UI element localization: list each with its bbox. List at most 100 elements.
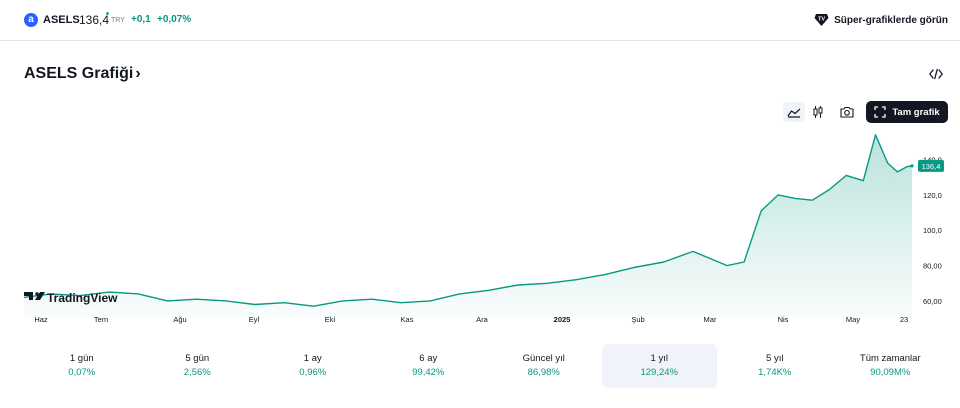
period-selector: 1 gün 0,07% 5 gün 2,56% 1 ay 0,96% 6 ay 99,42% G… — [24, 344, 948, 388]
data-point[interactable] — [487, 289, 490, 292]
data-point[interactable] — [429, 299, 432, 302]
data-point[interactable] — [760, 209, 763, 212]
data-point[interactable] — [458, 292, 461, 295]
data-point[interactable] — [811, 199, 814, 202]
x-axis-tick-label: Mar — [704, 315, 717, 324]
data-point[interactable] — [828, 188, 831, 191]
period-label: Güncel yıl — [522, 353, 565, 364]
data-point[interactable] — [137, 292, 140, 295]
symbol-price: 136,4 — [79, 13, 110, 27]
data-point[interactable] — [575, 278, 578, 281]
full-chart-button[interactable]: Tam grafik — [866, 101, 948, 123]
last-price-label: 136,4 — [922, 162, 941, 171]
data-point[interactable] — [862, 179, 865, 182]
data-point[interactable] — [341, 299, 344, 302]
area-chart-icon — [787, 108, 801, 118]
tradingview-label: TradingView — [47, 291, 118, 305]
data-point[interactable] — [604, 273, 607, 276]
data-point[interactable] — [845, 174, 848, 177]
x-axis-tick-label: Eyl — [249, 315, 260, 324]
tradingview-logo-icon — [24, 292, 45, 300]
x-axis-tick-label: Eki — [325, 315, 336, 324]
period-label: 5 yıl — [766, 353, 784, 364]
period-change-value: 90,09M% — [870, 367, 911, 378]
data-point[interactable] — [400, 301, 403, 304]
candles-icon — [813, 106, 823, 118]
data-point[interactable] — [546, 282, 549, 285]
market-status-dot-icon — [106, 12, 109, 15]
period-label: 1 gün — [69, 353, 94, 364]
period-tab[interactable]: 1 yıl 129,24% — [601, 344, 717, 388]
y-axis-tick-label: 60,00 — [923, 297, 942, 306]
data-point[interactable] — [794, 197, 797, 200]
super-charts-link[interactable]: TV Süper-grafiklerde görün — [814, 12, 948, 28]
y-axis-tick-label: 80,00 — [923, 262, 942, 271]
data-point[interactable] — [22, 296, 25, 299]
data-point[interactable] — [874, 133, 877, 136]
x-axis-tick-label: Haz — [34, 315, 48, 324]
super-charts-icon: TV — [814, 14, 829, 26]
data-point[interactable] — [254, 303, 257, 306]
period-change-value: 2,56% — [183, 367, 211, 378]
data-point[interactable] — [910, 164, 914, 168]
page-title: ASELS Grafiği — [24, 65, 134, 82]
data-point[interactable] — [777, 193, 780, 196]
last-price-badge — [918, 159, 944, 172]
price-chart[interactable]: 60,0080,00100,0120,0140,0136,4HazTemAğuE… — [0, 125, 960, 330]
currency-label: TRY — [111, 17, 125, 24]
x-axis-tick-label: Ara — [476, 315, 489, 324]
data-point[interactable] — [662, 260, 665, 263]
price-change: +0,1 — [131, 14, 151, 25]
x-axis-tick-label: May — [846, 315, 860, 324]
x-axis-tick-label: Tem — [94, 315, 108, 324]
data-point[interactable] — [743, 260, 746, 263]
data-point[interactable] — [906, 165, 909, 168]
candles-chart-button[interactable] — [807, 102, 829, 122]
data-point[interactable] — [709, 257, 712, 260]
period-tab[interactable]: Güncel yıl 86,98% — [486, 344, 602, 388]
data-point[interactable] — [726, 264, 729, 267]
area-chart-button[interactable] — [783, 102, 805, 122]
x-axis-tick-label: 23 — [900, 315, 908, 324]
period-tab[interactable]: 5 gün 2,56% — [140, 344, 256, 388]
price-change-percent: +0,07% — [157, 14, 192, 25]
data-point[interactable] — [166, 299, 169, 302]
period-tab[interactable]: 1 ay 0,96% — [255, 344, 371, 388]
symbol-name[interactable]: ASELS — [43, 14, 80, 26]
period-tab[interactable]: 1 gün 0,07% — [24, 344, 140, 388]
period-change-value: 129,24% — [640, 367, 678, 378]
data-point[interactable] — [312, 305, 315, 308]
y-axis-tick-label: 120,0 — [923, 191, 942, 200]
x-axis-tick-label: Ağu — [173, 315, 186, 324]
period-change-value: 0,07% — [68, 367, 96, 378]
data-point[interactable] — [195, 298, 198, 301]
data-point[interactable] — [691, 250, 694, 253]
period-tab[interactable]: Tüm zamanlar 90,09M% — [833, 344, 949, 388]
screenshot-button[interactable] — [836, 102, 858, 122]
period-change-value: 0,96% — [299, 367, 327, 378]
period-label: 5 gün — [185, 353, 210, 364]
period-change-value: 99,42% — [412, 367, 445, 378]
period-tab[interactable]: 5 yıl 1,74K% — [717, 344, 833, 388]
data-point[interactable] — [224, 299, 227, 302]
data-point[interactable] — [283, 301, 286, 304]
period-change-value: 86,98% — [527, 367, 560, 378]
data-point[interactable] — [516, 283, 519, 286]
data-point[interactable] — [370, 298, 373, 301]
tradingview-watermark[interactable]: TradingView — [24, 291, 118, 305]
period-label: 1 yıl — [650, 353, 668, 364]
period-label: Tüm zamanlar — [859, 353, 921, 364]
embed-code-icon[interactable] — [929, 68, 943, 80]
camera-icon — [840, 106, 854, 118]
period-label: 1 ay — [303, 353, 322, 364]
price-series-line[interactable] — [23, 134, 913, 307]
price-area-fill — [24, 134, 912, 318]
x-axis-tick-label: 2025 — [554, 315, 571, 324]
period-change-value: 1,74K% — [758, 367, 792, 378]
data-point[interactable] — [886, 162, 889, 165]
period-tab[interactable]: 6 ay 99,42% — [371, 344, 487, 388]
data-point[interactable] — [896, 170, 899, 173]
chart-title-link[interactable]: ASELS Grafiği › — [24, 64, 141, 84]
symbol-header: a ASELS 136,4 TRY +0,1 +0,07% TV Süper-g… — [0, 0, 960, 41]
data-point[interactable] — [633, 266, 636, 269]
